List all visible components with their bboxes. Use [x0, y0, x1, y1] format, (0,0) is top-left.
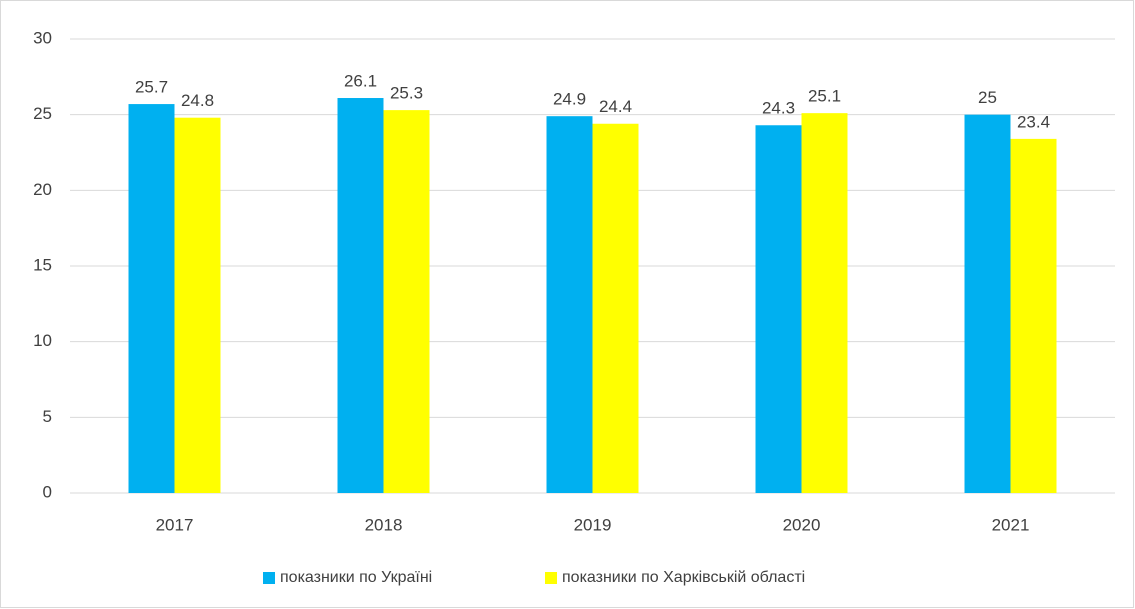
bar — [755, 125, 802, 493]
x-tick-label: 2018 — [365, 515, 403, 534]
y-tick-label: 5 — [43, 407, 52, 426]
bar — [801, 113, 848, 494]
bar — [964, 114, 1011, 494]
y-tick-label: 10 — [33, 331, 52, 350]
data-label: 24.3 — [762, 99, 795, 118]
y-tick-label: 15 — [33, 255, 52, 274]
data-label: 24.4 — [599, 97, 632, 116]
bar — [174, 117, 221, 494]
bar — [337, 98, 384, 494]
x-tick-label: 2020 — [783, 515, 821, 534]
bar — [1010, 138, 1057, 493]
y-tick-label: 25 — [33, 104, 52, 123]
data-label: 24.8 — [181, 91, 214, 110]
data-label: 25.7 — [135, 78, 168, 97]
data-label: 23.4 — [1017, 112, 1050, 131]
data-label: 26.1 — [344, 72, 377, 91]
legend-swatch — [263, 572, 275, 584]
y-tick-label: 30 — [33, 28, 52, 47]
y-tick-label: 20 — [33, 180, 52, 199]
x-tick-label: 2017 — [156, 515, 194, 534]
bar — [546, 116, 593, 494]
legend-label: показники по Україні — [280, 569, 432, 586]
legend-swatch — [545, 572, 557, 584]
y-tick-label: 0 — [43, 482, 52, 501]
legend-label: показники по Харківській області — [562, 569, 805, 586]
data-label: 24.9 — [553, 90, 586, 109]
data-label: 25 — [978, 88, 997, 107]
bar — [592, 123, 639, 493]
x-tick-label: 2021 — [992, 515, 1030, 534]
bar — [383, 110, 430, 494]
bar — [128, 104, 175, 493]
x-tick-label: 2019 — [574, 515, 612, 534]
data-label: 25.1 — [808, 87, 841, 106]
data-label: 25.3 — [390, 84, 423, 103]
